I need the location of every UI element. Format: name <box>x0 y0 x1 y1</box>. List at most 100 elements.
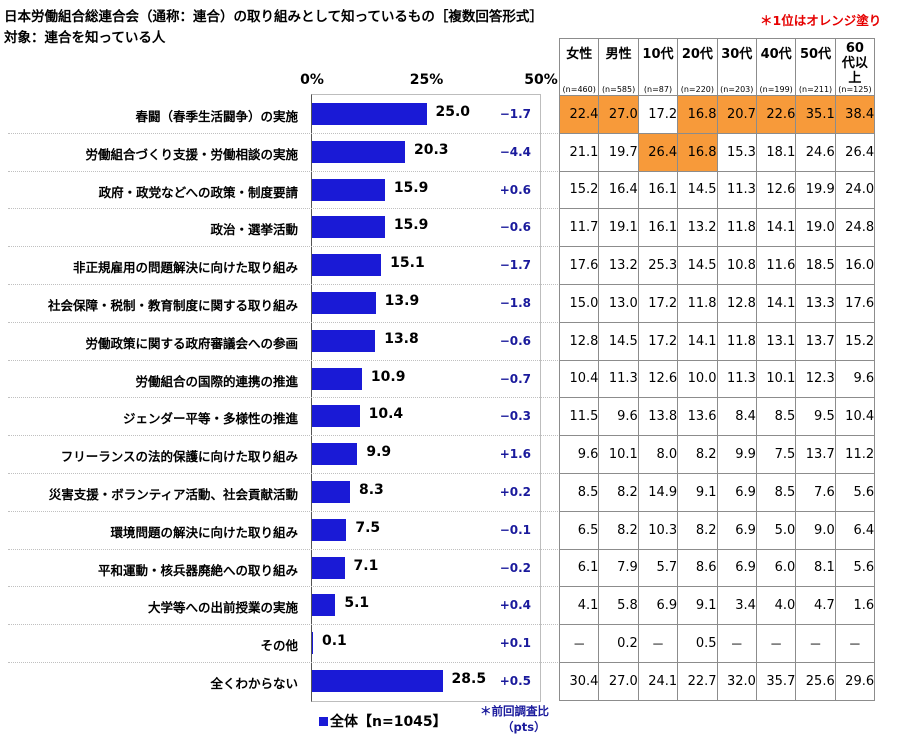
row-separator <box>8 473 558 474</box>
diff-label: +0.1 <box>499 636 531 651</box>
table-cell: 9.6 <box>598 397 639 437</box>
value-label: 13.8 <box>384 330 419 347</box>
table-cell: － <box>795 624 836 663</box>
table-cell: 14.9 <box>637 472 679 512</box>
table-cell: 14.1 <box>677 321 718 361</box>
row-separator <box>8 624 558 626</box>
table-cell: 11.3 <box>716 359 757 399</box>
table-cell: 17.2 <box>637 283 679 323</box>
bar <box>312 329 376 352</box>
table-cell: 24.0 <box>834 170 876 210</box>
table-cell: 14.5 <box>677 246 718 285</box>
value-label: 0.1 <box>322 633 347 650</box>
table-cell: 11.2 <box>834 435 876 474</box>
table-cell: 10.1 <box>755 359 797 399</box>
table-cell: 7.9 <box>598 548 639 588</box>
table-cell: 8.2 <box>677 510 718 550</box>
diff-label: +0.5 <box>499 674 531 688</box>
table-row: 17.6 13.2 25.3 14.5 10.8 11.6 18.5 16.0 <box>558 246 876 285</box>
table-cell: 19.9 <box>795 170 836 210</box>
table-cell: 3.4 <box>716 586 757 626</box>
category-label: 災害支援・ボランティア活動、社会貢献活動 <box>48 487 298 502</box>
table-cell: 1.6 <box>834 586 876 626</box>
table-cell: 35.7 <box>755 661 797 701</box>
table-cell: 11.3 <box>598 359 639 399</box>
table-row: 4.1 5.8 6.9 9.1 3.4 4.0 4.7 1.6 <box>558 586 876 626</box>
table-cell: 8.2 <box>598 510 639 550</box>
category-label: 春闘（春季生活闘争）の実施 <box>135 109 298 124</box>
category-label: 労働政策に関する政府審議会への参画 <box>85 335 298 351</box>
table-cell: 6.9 <box>637 586 679 626</box>
table-cell: 6.9 <box>716 548 757 588</box>
chart-subtitle: 対象：連合を知っている人 <box>4 30 166 46</box>
table-cell: 8.0 <box>637 435 679 474</box>
table-cell: 17.2 <box>637 321 679 361</box>
table-cell: 13.7 <box>795 435 836 474</box>
table-cell: 6.4 <box>834 510 876 550</box>
bar <box>312 632 313 655</box>
value-label: 7.5 <box>355 519 381 536</box>
row-separator <box>8 284 558 285</box>
x-tick-label: 0% <box>300 72 324 88</box>
bar <box>312 216 385 239</box>
table-cell: 4.1 <box>558 586 600 626</box>
table-cell: 10.3 <box>637 510 679 550</box>
category-label: フリーランスの法的保護に向けた取り組み <box>60 449 298 465</box>
row-separator <box>8 246 558 248</box>
table-cell: 11.8 <box>716 321 757 361</box>
table-cell: 12.8 <box>716 283 757 323</box>
category-label: 全くわからない <box>210 676 298 691</box>
table-cell: 11.6 <box>755 246 797 285</box>
x-tick-label: 25% <box>409 72 444 88</box>
table-cell: 0.5 <box>677 624 718 663</box>
table-cell: 16.1 <box>637 170 679 210</box>
table-cell: 16.4 <box>598 170 639 210</box>
table-cell: 9.6 <box>558 435 600 474</box>
breakdown-table: 女性 (n=460) 男性 (n=585) 10代 (n=87) 20代 (n=220) 30代… <box>558 38 876 701</box>
table-cell: 12.8 <box>558 321 600 361</box>
table-cell: 8.5 <box>558 472 600 512</box>
value-label: 7.1 <box>353 557 379 574</box>
table-cell: 7.5 <box>755 435 797 474</box>
table-cell: 17.6 <box>834 283 876 323</box>
table-cell: 24.6 <box>795 132 836 172</box>
table-cell: 18.5 <box>795 246 836 285</box>
table-cell: 20.7 <box>716 95 757 134</box>
value-label: 10.4 <box>368 406 404 423</box>
column-sample-size: (n=199) <box>759 85 793 94</box>
column-header: 40代 (n=199) <box>755 38 797 96</box>
table-row: 30.4 27.0 24.1 22.7 32.0 35.7 25.6 29.6 <box>558 661 876 701</box>
table-cell: 27.0 <box>598 661 639 701</box>
table-cell: 13.2 <box>677 208 718 248</box>
category-label: 労働組合の国際的連携の推進 <box>135 373 298 389</box>
category-label: 大学等への出前授業の実施 <box>147 600 298 616</box>
table-cell: 25.6 <box>795 661 836 701</box>
table-cell: 5.0 <box>755 510 797 550</box>
diff-label: −1.7 <box>499 258 531 273</box>
diff-label: −0.6 <box>499 220 531 235</box>
row-separator <box>8 321 558 323</box>
table-row: 12.8 14.5 17.2 14.1 11.8 13.1 13.7 15.2 <box>558 321 876 361</box>
table-cell: 27.0 <box>598 95 639 134</box>
table-cell: 35.1 <box>795 95 836 134</box>
table-cell: 10.4 <box>834 397 876 437</box>
column-sample-size: (n=220) <box>680 85 715 94</box>
table-cell: 6.0 <box>755 548 797 588</box>
bar <box>312 178 385 201</box>
bar <box>312 292 376 314</box>
table-cell: 11.5 <box>558 397 600 437</box>
table-cell: 26.4 <box>834 132 876 172</box>
bar <box>312 443 358 466</box>
table-cell: 29.6 <box>834 661 876 701</box>
table-cell: － <box>716 624 757 663</box>
value-label: 15.9 <box>393 217 429 234</box>
column-label: 男性 <box>605 47 632 62</box>
table-cell: 21.1 <box>558 132 600 172</box>
value-label: 10.9 <box>370 368 406 385</box>
diff-label: −4.4 <box>499 144 531 159</box>
bar <box>312 103 427 125</box>
category-label: 平和運動・核兵器廃絶への取り組み <box>97 562 298 578</box>
table-cell: 12.6 <box>637 359 679 399</box>
table-cell: 13.2 <box>598 246 639 285</box>
table-cell: 19.7 <box>598 132 639 172</box>
